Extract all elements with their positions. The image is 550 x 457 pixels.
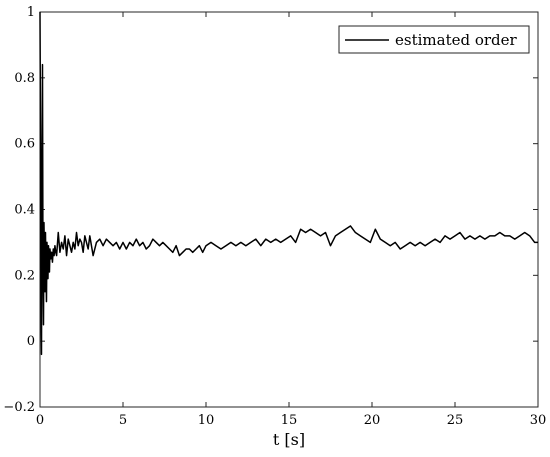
x-tick-label: 30 bbox=[530, 413, 547, 428]
tick-labels: 0 5 10 15 20 25 30−0.200.20.40.60.81 bbox=[3, 5, 546, 428]
series-line-estimated-order bbox=[39, 11, 538, 356]
x-axis-title: t [s] bbox=[273, 430, 305, 449]
x-tick-label: 5 bbox=[119, 413, 127, 428]
legend: estimated order bbox=[338, 25, 530, 54]
x-tick-label: 20 bbox=[364, 413, 381, 428]
y-tick-label: 1 bbox=[27, 5, 35, 20]
y-tick-label: 0.8 bbox=[14, 71, 35, 86]
plot-area bbox=[39, 11, 539, 408]
legend-label: estimated order bbox=[395, 31, 518, 49]
x-tick-label: 0 bbox=[36, 413, 44, 428]
y-tick-label: 0.4 bbox=[14, 203, 35, 218]
y-tick-label: 0.2 bbox=[14, 268, 35, 283]
x-tick-label: 15 bbox=[281, 413, 298, 428]
y-tick-label: −0.2 bbox=[3, 400, 35, 415]
x-tick-label: 10 bbox=[198, 413, 215, 428]
y-tick-label: 0 bbox=[27, 334, 35, 349]
x-tick-label: 25 bbox=[447, 413, 464, 428]
y-tick-label: 0.6 bbox=[14, 137, 35, 152]
